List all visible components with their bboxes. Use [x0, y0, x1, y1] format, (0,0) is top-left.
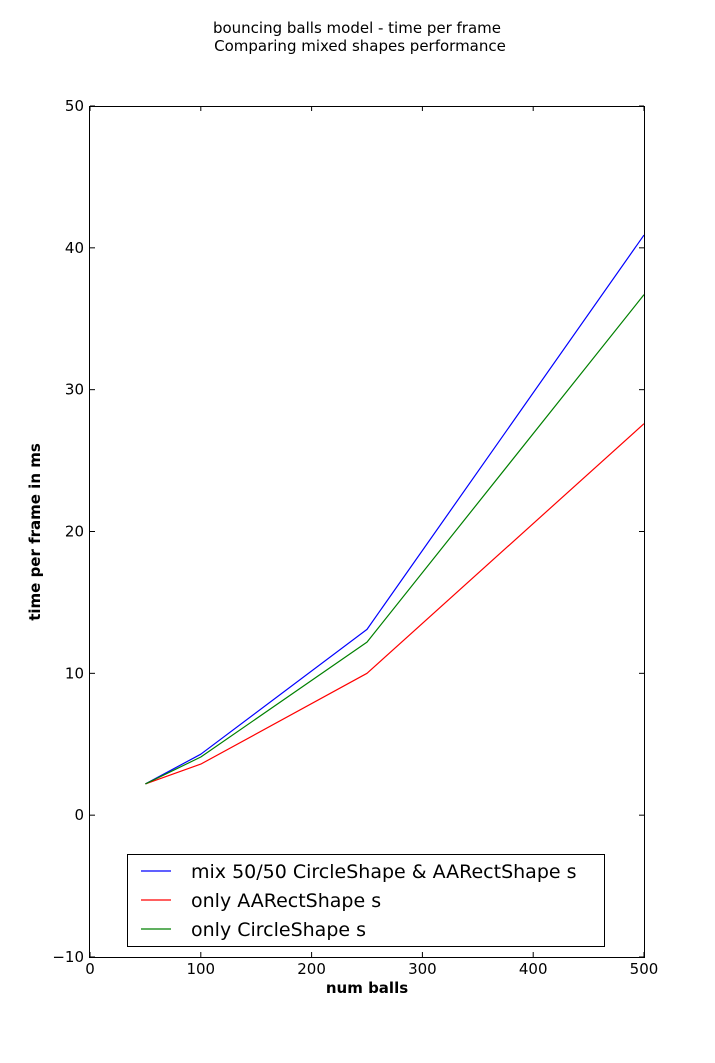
- series-line-1: [145, 423, 645, 785]
- y-tick-label: −10: [52, 948, 84, 966]
- x-axis-ticks: 0 100 200 300 400 500: [85, 106, 658, 978]
- series-line-2: [145, 294, 645, 785]
- y-tick-label: 30: [65, 381, 84, 399]
- legend-items: mix 50/50 CircleShape & AARectShape s onl…: [141, 861, 577, 941]
- y-tick-label: 40: [65, 239, 84, 257]
- x-tick-label: 500: [630, 960, 659, 978]
- x-tick-label: 400: [519, 960, 548, 978]
- x-tick-label: 300: [408, 960, 437, 978]
- legend-label-0: mix 50/50 CircleShape & AARectShape s: [191, 861, 577, 883]
- series-line-0: [145, 234, 645, 785]
- legend: mix 50/50 CircleShape & AARectShape s onl…: [127, 854, 605, 947]
- y-tick-label: 10: [65, 664, 84, 682]
- chart-subtitle: Comparing mixed shapes performance: [214, 37, 506, 55]
- x-tick-label: 100: [186, 960, 215, 978]
- chart-title: bouncing balls model - time per frame: [213, 19, 501, 37]
- series-layer: [145, 234, 645, 785]
- y-axis-ticks: −10 0 10 20 30 40 50: [52, 97, 644, 966]
- legend-frame: [127, 854, 605, 947]
- x-tick-label: 0: [85, 960, 95, 978]
- plot-area-frame: [89, 106, 645, 958]
- y-axis-label: time per frame in ms: [26, 443, 44, 621]
- y-tick-label: 0: [74, 806, 84, 824]
- x-axis-label: num balls: [326, 979, 408, 997]
- legend-label-2: only CircleShape s: [191, 919, 366, 941]
- y-tick-label: 20: [65, 523, 84, 541]
- y-tick-label: 50: [65, 97, 84, 115]
- legend-label-1: only AARectShape s: [191, 890, 381, 912]
- x-tick-label: 200: [297, 960, 326, 978]
